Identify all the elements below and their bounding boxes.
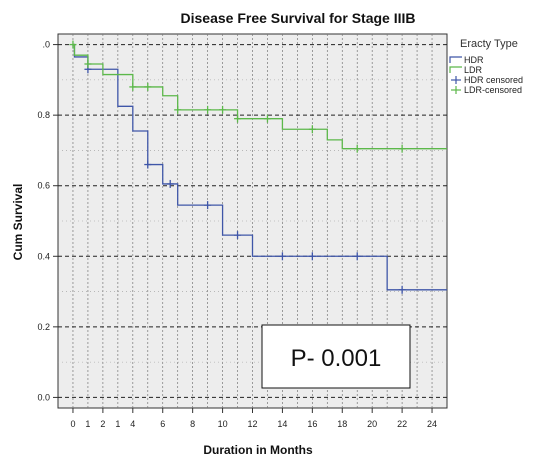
censor-marker xyxy=(69,40,77,49)
legend-label: LDR xyxy=(464,65,483,75)
legend-item: HDR xyxy=(449,55,484,65)
censor-marker xyxy=(398,144,406,153)
x-tick-label: 1 xyxy=(115,419,120,429)
x-tick-label: 6 xyxy=(160,419,165,429)
p-value-box xyxy=(261,324,411,389)
x-tick-label: 16 xyxy=(307,419,317,429)
y-tick-label: 0.2 xyxy=(37,322,50,332)
legend-line-icon xyxy=(449,66,462,73)
legend-item: LDR-censored xyxy=(451,85,522,95)
censor-marker xyxy=(353,252,361,261)
x-tick-label: 12 xyxy=(247,419,257,429)
y-tick-label: 0.8 xyxy=(37,110,50,120)
x-tick-label: 18 xyxy=(337,419,347,429)
legend-item: HDR censored xyxy=(451,75,523,85)
censor-marker xyxy=(204,201,212,210)
x-tick-label: 0 xyxy=(70,419,75,429)
censor-marker xyxy=(166,179,174,188)
x-tick-label: 14 xyxy=(277,419,287,429)
censor-marker xyxy=(129,82,137,91)
legend-title: Eracty Type xyxy=(460,38,518,50)
x-tick-label: 4 xyxy=(130,419,135,429)
censor-marker xyxy=(398,285,406,294)
x-axis-title: Duration in Months xyxy=(203,443,313,457)
censor-marker xyxy=(84,59,92,68)
x-tick-label: 1 xyxy=(85,419,90,429)
x-tick-label: 8 xyxy=(190,419,195,429)
x-tick-label: 10 xyxy=(218,419,228,429)
chart-title: Disease Free Survival for Stage IIIB xyxy=(181,10,416,26)
x-tick-label: 24 xyxy=(427,419,437,429)
censor-marker xyxy=(219,105,227,114)
legend-item: LDR xyxy=(449,65,483,75)
y-tick-label: .0 xyxy=(42,40,50,50)
p-value-annotation: P- 0.001 xyxy=(261,324,411,389)
censor-marker xyxy=(144,160,152,169)
censor-marker xyxy=(234,231,242,240)
axes: 0 1 2 1 4 6 8 10 12 14 16 18 20 22 240.00.20.40.60.8.0 xyxy=(37,40,437,429)
y-tick-label: 0.4 xyxy=(37,251,50,261)
x-tick-label: 20 xyxy=(367,419,377,429)
y-tick-label: 0.0 xyxy=(37,392,50,402)
censor-marker xyxy=(263,114,271,123)
censor-marker xyxy=(234,114,242,123)
legend-label: HDR xyxy=(464,55,484,65)
censor-marker xyxy=(308,125,316,134)
censor-marker xyxy=(144,82,152,91)
x-tick-label: 22 xyxy=(397,419,407,429)
y-tick-label: 0.6 xyxy=(37,181,50,191)
y-axis-title: Cum Survival xyxy=(11,184,25,261)
censor-marker xyxy=(204,105,212,114)
censor-marker xyxy=(353,144,361,153)
censored-markers xyxy=(69,40,406,294)
censor-marker xyxy=(278,252,286,261)
legend-label: LDR-censored xyxy=(464,85,522,95)
legend-line-icon xyxy=(449,56,462,63)
censor-marker xyxy=(308,252,316,261)
p-value-text: P- 0.001 xyxy=(291,345,382,372)
curve-ldr xyxy=(72,43,447,150)
x-tick-label: 2 xyxy=(100,419,105,429)
censor-marker xyxy=(174,105,182,114)
legend-label: HDR censored xyxy=(464,75,523,85)
